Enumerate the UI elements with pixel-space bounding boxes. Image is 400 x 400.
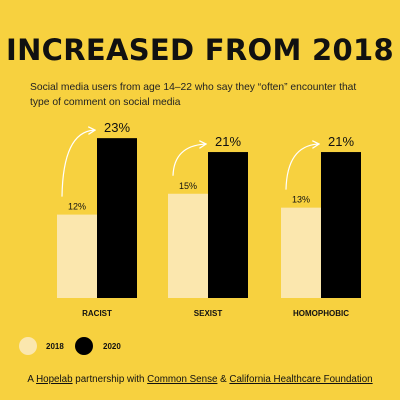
- legend-label-2020: 2020: [103, 342, 121, 351]
- footer-credits: A Hopelab partnership with Common Sense …: [0, 373, 400, 387]
- bar-racist-2020: [97, 138, 137, 298]
- category-label-homophobic: HOMOPHOBIC: [293, 309, 349, 318]
- category-label-sexist: SEXIST: [194, 309, 223, 318]
- chart-subtitle: Social media users from age 14–22 who sa…: [30, 82, 357, 108]
- increase-arrow-homophobic: [285, 144, 318, 190]
- footer-text: partnership with: [72, 374, 148, 385]
- legend-swatch-2020: [75, 337, 93, 355]
- footer-link-common-sense[interactable]: Common Sense: [147, 374, 218, 385]
- data-label-homophobic-2020: 21%: [328, 134, 354, 149]
- bar-sexist-2018: [168, 193, 208, 298]
- bar-racist-2018: [57, 214, 97, 298]
- category-label-racist: RACIST: [82, 309, 112, 318]
- footer-link-hopelab[interactable]: Hopelab: [36, 374, 73, 385]
- chart-title: INCREASED FROM 2018: [6, 33, 394, 67]
- legend-swatch-2018: [19, 337, 37, 355]
- legend-label-2018: 2018: [46, 342, 64, 351]
- data-label-sexist-2020: 21%: [215, 134, 241, 149]
- footer-prefix: A: [27, 374, 37, 385]
- footer-link-chcf[interactable]: California Healthcare Foundation: [229, 374, 373, 385]
- data-label-sexist-2018: 15%: [179, 181, 197, 191]
- bar-homophobic-2020: [321, 152, 361, 298]
- data-label-homophobic-2018: 13%: [292, 195, 310, 205]
- data-label-racist-2020: 23%: [104, 120, 130, 135]
- data-label-racist-2018: 12%: [68, 202, 86, 212]
- bar-sexist-2020: [208, 152, 248, 298]
- bar-homophobic-2018: [281, 207, 321, 298]
- increase-arrow-racist: [61, 130, 94, 197]
- footer-text-amp: &: [217, 374, 230, 385]
- increase-arrow-sexist: [172, 144, 205, 176]
